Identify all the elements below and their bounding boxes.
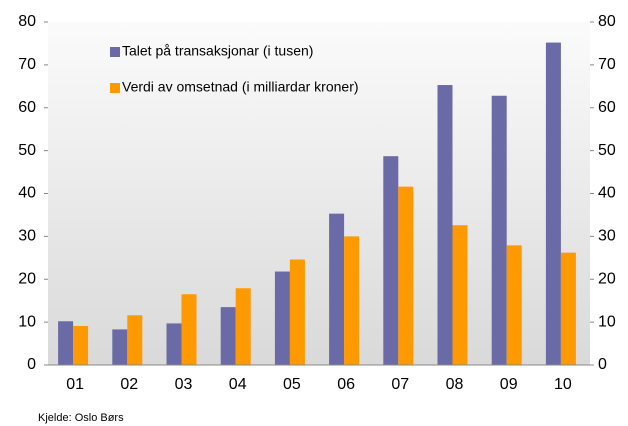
- y-tick-label: 20: [18, 270, 36, 287]
- bar: [398, 186, 414, 365]
- x-tick-label: 01: [66, 376, 84, 393]
- bar: [437, 85, 453, 366]
- bar: [112, 329, 128, 365]
- x-tick-label: 07: [391, 376, 409, 393]
- bar: [181, 294, 197, 365]
- x-tick-label: 10: [554, 376, 572, 393]
- y2-tick-label: 20: [598, 270, 616, 287]
- x-tick-label: 09: [500, 376, 518, 393]
- bar: [220, 307, 236, 365]
- y-tick-label: 40: [18, 185, 36, 202]
- bar: [452, 225, 468, 365]
- y-tick-label: 10: [18, 313, 36, 330]
- y2-tick-label: 0: [598, 356, 607, 373]
- x-tick-label: 06: [337, 376, 355, 393]
- legend-swatch: [110, 83, 120, 93]
- bar: [274, 271, 290, 365]
- bar: [289, 259, 305, 365]
- source: Kjelde: Oslo Børs: [38, 412, 124, 424]
- legend-label: Verdi av omsetnad (i milliardar kroner): [122, 79, 359, 95]
- x-tick-label: 03: [175, 376, 193, 393]
- bar: [344, 236, 360, 365]
- y-tick-label: 50: [18, 142, 36, 159]
- bar: [235, 288, 251, 365]
- y2-tick-label: 80: [598, 13, 616, 30]
- bar: [506, 245, 522, 365]
- y-tick-label: 0: [27, 356, 36, 373]
- y2-tick-label: 70: [598, 56, 616, 73]
- y-tick-label: 70: [18, 56, 36, 73]
- y-tick-label: 60: [18, 99, 36, 116]
- y-tick-label: 30: [18, 228, 36, 245]
- legend-label: Talet på transaksjonar (i tusen): [122, 43, 313, 59]
- x-tick-label: 02: [120, 376, 138, 393]
- y-tick-label: 80: [18, 13, 36, 30]
- y2-tick-label: 50: [598, 142, 616, 159]
- bar: [329, 213, 345, 365]
- bar: [166, 323, 182, 365]
- bar: [127, 315, 143, 365]
- legend-swatch: [110, 47, 120, 57]
- bar: [58, 321, 74, 365]
- x-tick-label: 05: [283, 376, 301, 393]
- bar: [383, 156, 399, 365]
- y2-tick-label: 60: [598, 99, 616, 116]
- bar: [73, 325, 89, 365]
- x-tick-label: 08: [446, 376, 464, 393]
- bar: [545, 42, 561, 366]
- bar: [560, 252, 576, 365]
- y2-tick-label: 30: [598, 228, 616, 245]
- y2-tick-label: 40: [598, 185, 616, 202]
- x-tick-label: 04: [229, 376, 247, 393]
- y2-tick-label: 10: [598, 313, 616, 330]
- bar: [491, 95, 507, 366]
